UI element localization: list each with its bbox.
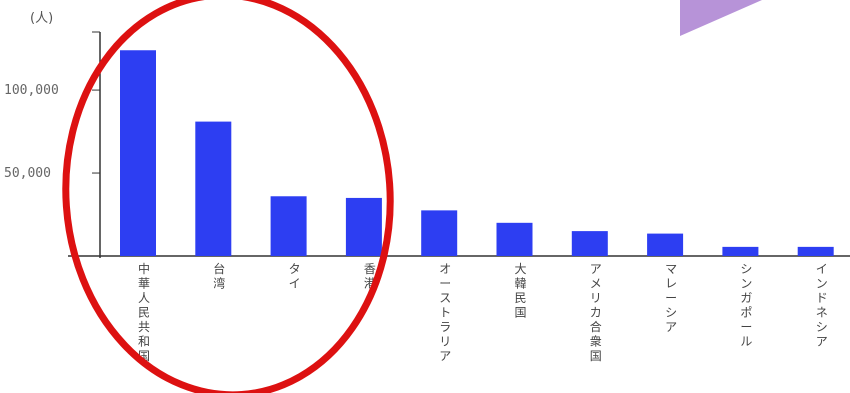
y-axis-ticks: 50,000 100,000 [4,31,100,181]
category-label: オーストラリア [439,262,451,363]
category-label: 台湾 [213,261,225,291]
bar [496,222,533,256]
bar [120,50,156,257]
decorative-triangle [680,0,762,36]
bar [195,121,232,256]
y-tick-label: 100,000 [4,83,59,98]
category-label: マレーシア [665,262,677,334]
bar [345,197,382,256]
category-label: 中華人民共和国 [138,261,150,363]
highlight-ellipse [62,0,394,393]
bar [421,210,458,256]
bar [722,246,759,256]
category-label: アメリカ合衆国 [590,262,602,363]
category-label: インドネシア [816,262,828,349]
bar [571,231,608,256]
category-labels: 中華人民共和国台湾タイ香港オーストラリア大韓民国アメリカ合衆国マレーシアシンガポ… [138,261,828,363]
bar [647,233,684,256]
category-label: タイ [289,262,301,291]
category-label: 大韓民国 [514,262,526,320]
bars [120,50,834,257]
category-label: シンガポール [740,262,752,349]
y-tick-label: 50,000 [4,166,51,181]
bar [270,196,307,256]
y-axis-unit-label: (人) [30,11,53,26]
bar [797,246,834,256]
